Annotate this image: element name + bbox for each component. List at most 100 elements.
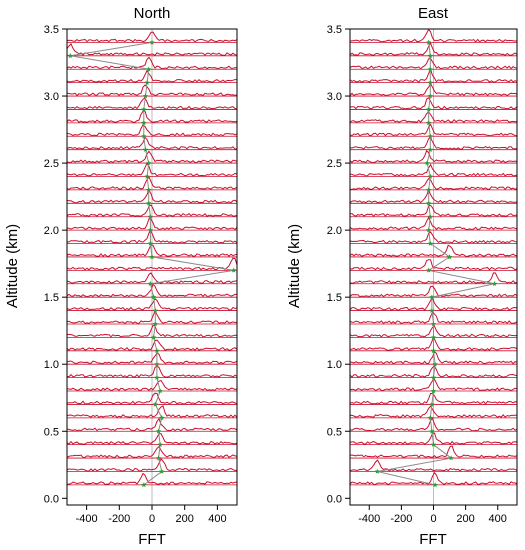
peak-marker <box>427 79 433 85</box>
spectrum-trace <box>350 405 517 418</box>
peak-marker <box>427 173 433 179</box>
spectrum-trace <box>350 204 517 217</box>
spectrum-trace <box>67 310 237 325</box>
y-tick-label: 2.5 <box>44 158 59 170</box>
peak-marker <box>429 401 435 407</box>
peak-marker <box>491 281 498 286</box>
peak-marker <box>141 106 147 112</box>
spectrum-trace <box>67 230 237 244</box>
peak-marker <box>426 106 432 112</box>
y-tick-label: 1.0 <box>44 359 59 371</box>
peak-marker <box>146 160 152 166</box>
spectrum-trace <box>67 405 237 419</box>
spectrum-trace <box>350 471 517 486</box>
peak-marker <box>67 53 73 59</box>
peak-marker <box>427 240 433 246</box>
peak-marker <box>430 321 437 327</box>
peak-marker <box>147 240 153 246</box>
y-tick-label: 0.5 <box>327 426 342 438</box>
spectrum-trace <box>67 244 237 258</box>
x-tick-label: 0 <box>430 513 436 525</box>
peak-marker <box>151 334 157 340</box>
peak-marker <box>144 79 150 85</box>
spectrum-trace <box>350 231 517 244</box>
spectrum-trace <box>67 162 237 177</box>
peak-marker <box>426 267 432 273</box>
peak-marker <box>141 133 147 139</box>
spectrum-trace <box>67 257 237 271</box>
x-tick-label: -400 <box>358 513 380 525</box>
spectrum-trace <box>67 42 237 56</box>
spectrum-trace <box>350 244 517 258</box>
spectrum-trace <box>67 204 237 217</box>
spectrum-trace <box>350 285 517 298</box>
peak-marker <box>427 133 433 139</box>
panel-north-xlabel: FFT <box>138 531 166 548</box>
spectrum-trace <box>67 97 237 110</box>
spectrum-trace <box>67 445 237 459</box>
spectrum-trace <box>350 41 517 56</box>
y-tick-label: 3.5 <box>44 24 59 36</box>
y-tick-label: 1.5 <box>327 292 342 304</box>
peak-marker <box>427 66 433 72</box>
x-tick-label: -200 <box>390 513 412 525</box>
spectrum-trace <box>350 216 517 231</box>
peak-marker <box>146 200 152 206</box>
peak-marker <box>430 441 437 447</box>
peak-marker <box>157 441 163 447</box>
velocity-profile-line <box>70 41 234 486</box>
peak-marker <box>154 361 160 367</box>
panel-north-ylabel: Altitude (km) <box>4 224 21 308</box>
peak-marker <box>429 428 435 434</box>
peak-marker <box>426 227 432 233</box>
spectrum-trace <box>67 392 237 405</box>
spectrum-trace <box>67 218 237 231</box>
peak-marker <box>155 428 162 434</box>
peak-marker <box>430 374 437 380</box>
x-tick-label: -200 <box>108 513 130 525</box>
peak-marker <box>155 455 162 461</box>
spectrum-trace <box>67 124 237 137</box>
y-tick-label: 0.5 <box>44 426 59 438</box>
x-tick-label: 200 <box>456 513 474 525</box>
peak-marker <box>141 482 147 488</box>
panel-east-xlabel: FFT <box>419 531 447 548</box>
peak-marker <box>152 401 158 407</box>
spectrum-trace <box>350 445 517 459</box>
spectrum-trace <box>67 417 237 432</box>
y-tick-label: 0.0 <box>327 493 342 505</box>
panel-east: East FFT Altitude (km) -400 -200 0 200 400 0.… <box>286 5 518 548</box>
peak-marker <box>147 213 153 219</box>
peak-marker <box>154 374 160 380</box>
peak-marker <box>231 267 237 273</box>
peak-marker <box>147 281 153 286</box>
spectrum-trace <box>67 283 237 298</box>
spectrum-trace <box>350 83 517 97</box>
x-tick-label: 200 <box>176 513 194 525</box>
spectrum-trace <box>350 296 517 311</box>
spectrum-trace <box>350 189 517 204</box>
peak-marker <box>159 415 165 421</box>
spectrum-trace <box>67 380 237 392</box>
spectrum-trace <box>350 311 517 325</box>
panel-north: North FFT Altitude (km) -400 -200 0 200 400 0… <box>4 5 238 548</box>
plot-area <box>67 31 237 488</box>
peak-marker <box>149 254 155 260</box>
spectrum-trace <box>67 189 237 204</box>
peak-marker <box>142 146 149 152</box>
peak-marker <box>427 146 433 152</box>
spectrum-trace <box>67 84 237 97</box>
peak-marker <box>427 93 433 99</box>
peak-marker <box>430 348 437 354</box>
spectrum-trace <box>350 96 517 110</box>
panel-north-title: North <box>134 5 171 22</box>
x-tick-label: 0 <box>149 513 155 525</box>
velocity-profile-line <box>377 42 495 486</box>
peak-marker <box>430 388 437 394</box>
spectrum-trace <box>350 459 517 472</box>
spectrum-trace <box>350 417 517 432</box>
peak-marker <box>149 39 155 45</box>
panel-east-ylabel: Altitude (km) <box>286 224 303 308</box>
peak-marker <box>424 160 430 166</box>
